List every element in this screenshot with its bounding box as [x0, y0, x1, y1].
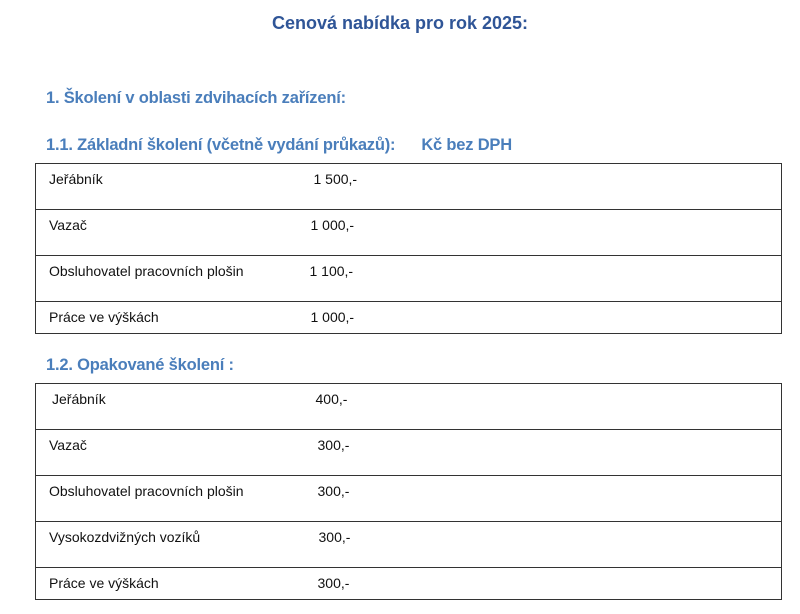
- course-price: 400,-: [297, 383, 782, 430]
- course-name: Vazač: [35, 429, 298, 476]
- basic-training-table: Jeřábník 1 500,- Vazač 1 000,- Obsluhovate…: [35, 163, 782, 334]
- table-row: Práce ve výškách 300,-: [35, 567, 782, 600]
- page-title: Cenová nabídka pro rok 2025:: [271, 13, 529, 33]
- course-name: Obsluhovatel pracovních plošin: [35, 255, 298, 302]
- course-price: 300,-: [297, 429, 782, 476]
- table-row: Práce ve výškách 1 000,-: [35, 301, 782, 334]
- course-price: 1 000,-: [297, 209, 782, 256]
- course-price: 1 500,-: [297, 163, 782, 210]
- course-price: 1 100,-: [297, 255, 782, 302]
- table-row: Obsluhovatel pracovních plošin 1 100,-: [35, 255, 782, 302]
- table-row: Vazač 300,-: [35, 429, 782, 476]
- basic-training-heading: 1.1. Základní školení (včetně vydání prů…: [46, 136, 512, 155]
- table-row: Vysokozdvižných vozíků 300,-: [35, 521, 782, 568]
- basic-heading-text: 1.1. Základní školení (včetně vydání prů…: [46, 136, 396, 154]
- course-name: Vysokozdvižných vozíků: [35, 521, 298, 568]
- course-price: 300,-: [297, 521, 782, 568]
- table-row: Jeřábník 1 500,-: [35, 163, 782, 210]
- currency-unit: Kč bez DPH: [421, 136, 512, 154]
- table-row: Jeřábník 400,-: [35, 383, 782, 430]
- course-name: Jeřábník: [35, 383, 298, 430]
- course-price: 300,-: [297, 475, 782, 522]
- section-heading: 1. Školení v oblasti zdvihacích zařízení…: [46, 89, 346, 107]
- table-row: Obsluhovatel pracovních plošin 300,-: [35, 475, 782, 522]
- course-name: Vazač: [35, 209, 298, 256]
- course-name: Práce ve výškách: [35, 301, 298, 334]
- course-name: Práce ve výškách: [35, 567, 298, 600]
- repeat-training-heading: 1.2. Opakované školení :: [46, 356, 234, 374]
- course-name: Jeřábník: [35, 163, 298, 210]
- course-name: Obsluhovatel pracovních plošin: [35, 475, 298, 522]
- course-price: 300,-: [297, 567, 782, 600]
- table-row: Vazač 1 000,-: [35, 209, 782, 256]
- course-price: 1 000,-: [297, 301, 782, 334]
- repeat-training-table: Jeřábník 400,- Vazač 300,- Obsluhovatel pr…: [35, 383, 782, 600]
